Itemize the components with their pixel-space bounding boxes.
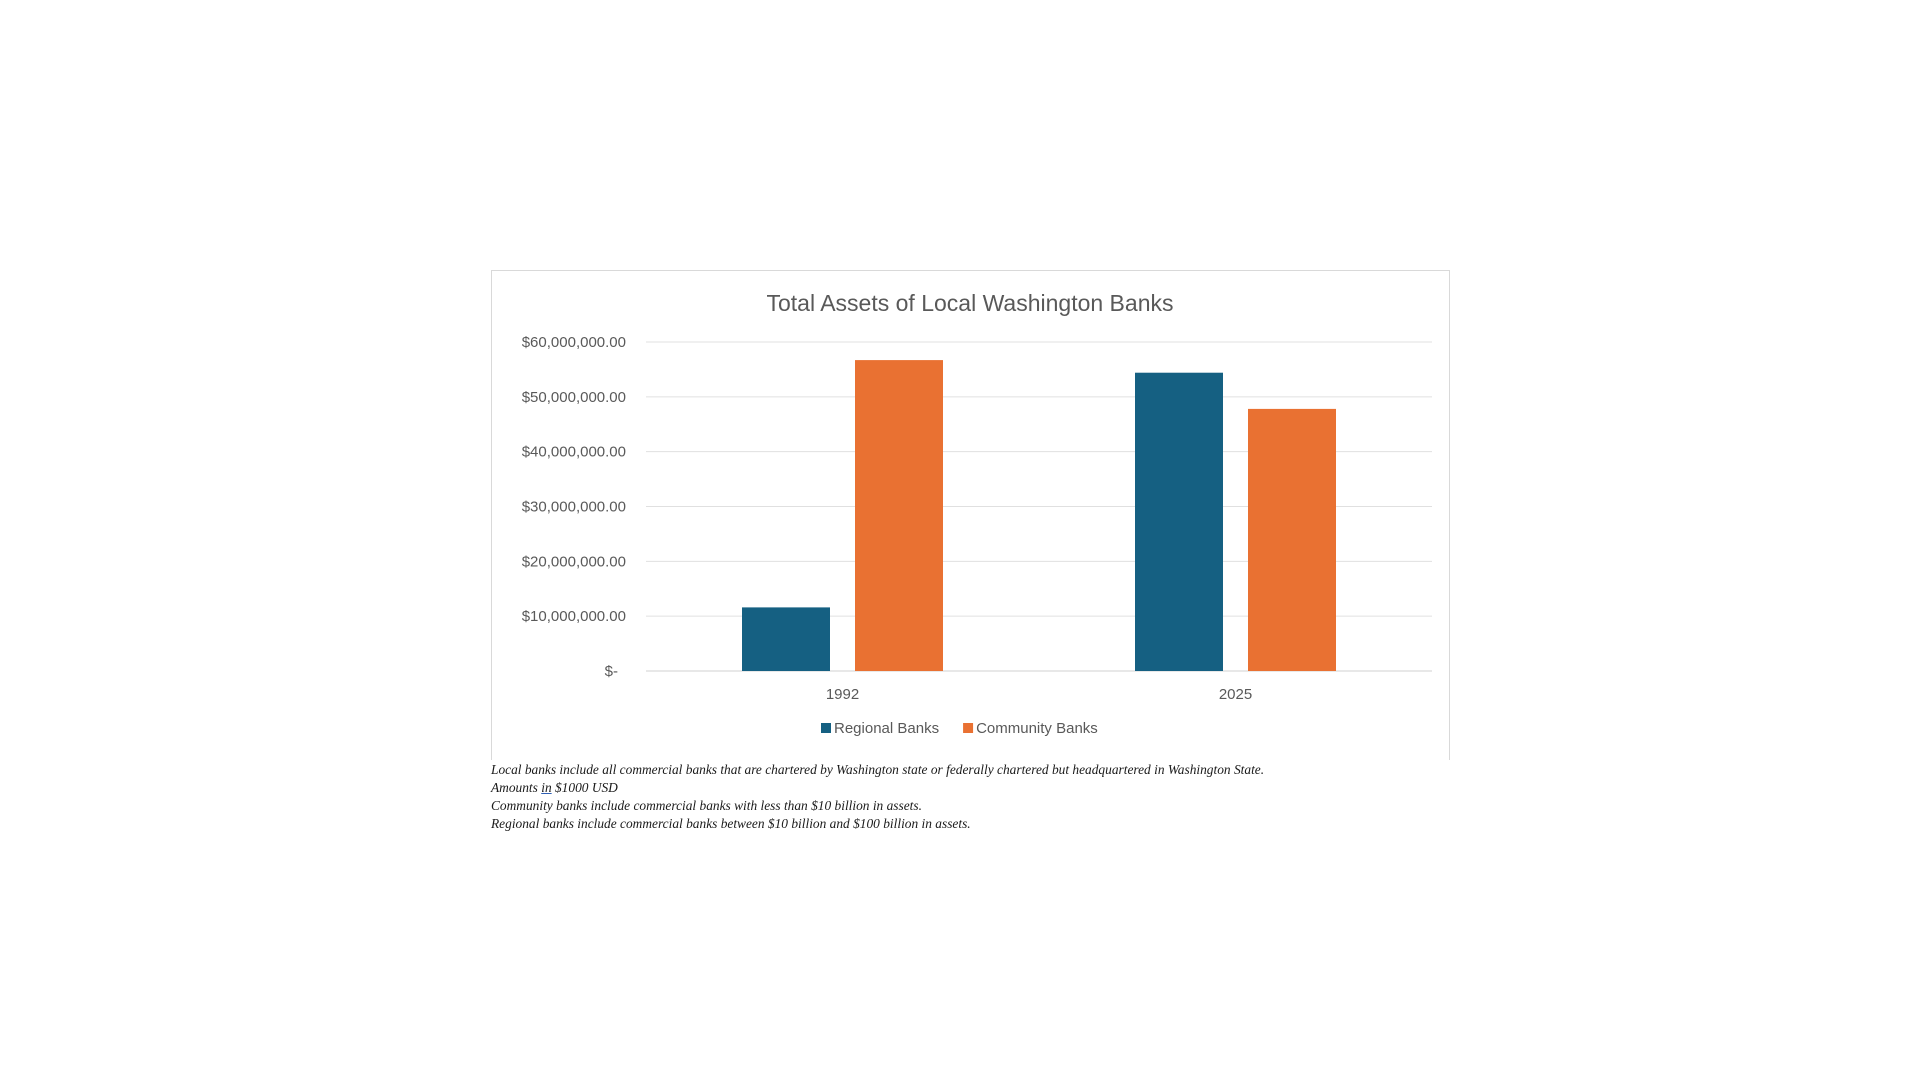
bar-community-banks-1992 [855, 360, 943, 671]
note-amounts-part1: Amounts [491, 780, 542, 795]
y-tick-label: $60,000,000.00 [522, 334, 626, 351]
y-axis-ticks: $- $10,000,000.00 $20,000,000.00 $30,000,00… [522, 334, 626, 680]
chart-container: Total Assets of Local Washington Banks $… [491, 270, 1450, 760]
chart-title: Total Assets of Local Washington Banks [767, 290, 1174, 316]
y-tick-label: $10,000,000.00 [522, 608, 626, 625]
note-amounts: Amounts in $1000 USD [491, 779, 1491, 797]
y-tick-label: $30,000,000.00 [522, 499, 626, 516]
note-amounts-part3: $1000 USD [551, 780, 618, 795]
x-axis-ticks: 1992 2025 [826, 686, 1252, 703]
x-tick-label: 1992 [826, 686, 859, 703]
bar-chart: Total Assets of Local Washington Banks $… [522, 290, 1432, 737]
y-tick-label: $- [605, 663, 618, 680]
legend-label-regional-banks: Regional Banks [834, 720, 939, 737]
legend: Regional Banks Community Banks [821, 720, 1098, 737]
note-amounts-part2: in [541, 780, 552, 795]
bar-regional-banks-2025 [1135, 372, 1223, 671]
y-tick-label: $40,000,000.00 [522, 444, 626, 461]
note-community-banks: Community banks include commercial banks… [491, 798, 922, 813]
legend-swatch-community-banks [963, 723, 974, 733]
legend-label-community-banks: Community Banks [976, 720, 1098, 737]
note-local-banks: Local banks include all commercial banks… [491, 762, 1265, 777]
bars [742, 360, 1336, 671]
y-tick-label: $20,000,000.00 [522, 553, 626, 570]
chart-notes: Local banks include all commercial banks… [491, 761, 1491, 833]
bar-regional-banks-1992 [742, 607, 830, 671]
legend-swatch-regional-banks [821, 723, 831, 733]
x-tick-label: 2025 [1219, 686, 1252, 703]
bar-community-banks-2025 [1248, 408, 1336, 671]
note-regional-banks: Regional banks include commercial banks … [491, 816, 971, 831]
y-tick-label: $50,000,000.00 [522, 389, 626, 406]
